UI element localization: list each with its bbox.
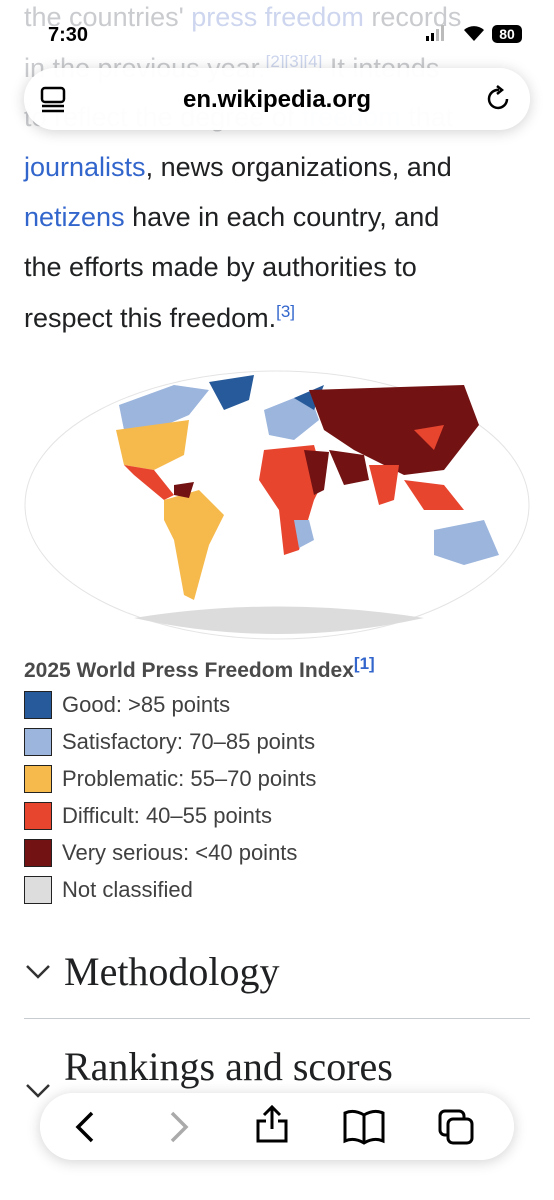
time: 7:30 [48, 24, 89, 46]
section-heading[interactable]: Methodology [64, 949, 280, 994]
legend-label: Very serious: <40 points [62, 840, 298, 865]
tabs-menu-icon[interactable] [40, 86, 68, 114]
legend-swatch [24, 691, 52, 719]
legend-swatch [24, 802, 52, 830]
paragraph-line: respect this freedom.[3] [24, 302, 295, 334]
section-heading[interactable]: Rankings and scores [64, 1044, 393, 1089]
reference[interactable]: [3] [276, 302, 296, 321]
figure-caption: 2025 World Press Freedom Index[1] [24, 654, 375, 683]
back-button[interactable] [68, 1109, 104, 1145]
legend-label: Satisfactory: 70–85 points [62, 729, 316, 754]
wifi [464, 26, 484, 41]
text: have in each country, and [124, 202, 440, 232]
expand-chevron[interactable] [24, 1081, 52, 1101]
legend-item: Problematic: 55–70 points [24, 764, 316, 794]
text: records [363, 2, 462, 32]
share-button[interactable] [254, 1105, 290, 1145]
link[interactable]: netizens [24, 202, 125, 232]
bookmarks-button[interactable] [342, 1109, 386, 1145]
signal [426, 25, 444, 41]
forward-button[interactable] [160, 1109, 196, 1145]
battery: 80 [492, 25, 522, 43]
caption-text: 2025 World Press Freedom Index [24, 659, 354, 682]
world-map[interactable] [24, 370, 530, 640]
legend-item: Good: >85 points [24, 690, 230, 720]
address-bar[interactable]: en.wikipedia.org [24, 68, 530, 130]
paragraph-line: the efforts made by authorities to [24, 252, 417, 282]
toolbar [40, 1093, 514, 1160]
legend-item: Difficult: 40–55 points [24, 801, 272, 831]
legend-label: Difficult: 40–55 points [62, 803, 272, 828]
legend-swatch [24, 728, 52, 756]
legend-swatch [24, 839, 52, 867]
status-bar: 7:30 80 [0, 0, 554, 50]
legend-label: Not classified [62, 877, 193, 902]
paragraph-line: netizens have in each country, and [24, 202, 439, 233]
legend-item: Not classified [24, 875, 193, 905]
legend-swatch [24, 765, 52, 793]
link[interactable]: journalists [24, 152, 146, 182]
legend-item: Satisfactory: 70–85 points [24, 727, 315, 757]
reload-icon[interactable] [484, 84, 514, 114]
url[interactable]: en.wikipedia.org [182, 86, 372, 113]
legend-label: Problematic: 55–70 points [62, 766, 317, 791]
text: , news organizations, and [145, 152, 452, 182]
text: the countries' [24, 2, 192, 32]
expand-chevron[interactable] [24, 962, 52, 982]
legend-label: Good: >85 points [62, 692, 231, 717]
divider [24, 1018, 530, 1019]
reference[interactable]: [1] [353, 654, 375, 673]
tabs-button[interactable] [436, 1107, 476, 1147]
text: respect this freedom. [24, 303, 277, 333]
legend-item: Very serious: <40 points [24, 838, 297, 868]
link[interactable]: press freedom [191, 2, 364, 32]
paragraph-line: journalists, news organizations, and [24, 152, 452, 183]
faded-line: the countries' press freedom records [24, 2, 461, 33]
link[interactable]: [2][3][4] [265, 52, 323, 71]
legend-swatch [24, 876, 52, 904]
